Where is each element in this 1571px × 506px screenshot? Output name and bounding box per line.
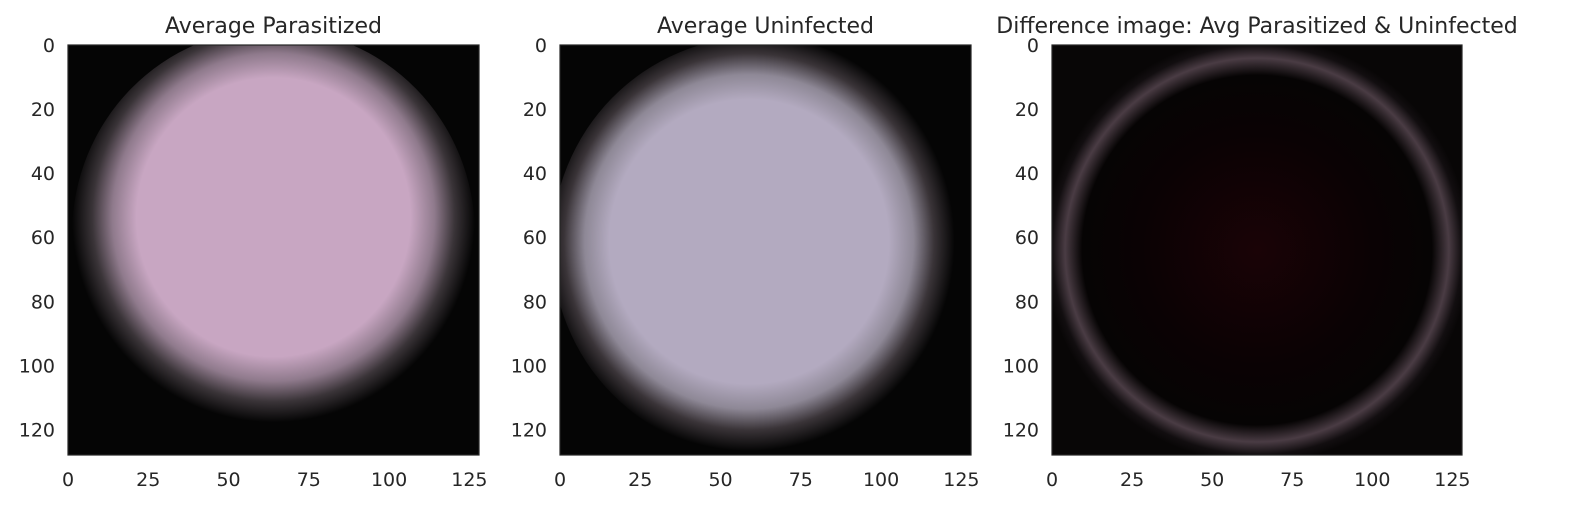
x-tick-label: 75 (297, 469, 321, 491)
panel-1: Average Parasitized 0 25 50 75 100 125 0 20 40 60 8… (19, 14, 488, 491)
y-tick-label: 0 (43, 35, 55, 57)
panel-2: Average Uninfected 0 25 50 75 100 125 0 20 40 60 80… (511, 14, 980, 491)
x-tick-label: 50 (1200, 469, 1224, 491)
x-tick-label: 0 (554, 469, 566, 491)
x-tick-label: 25 (1120, 469, 1144, 491)
y-tick-label: 100 (511, 355, 547, 377)
panel-title: Average Parasitized (165, 14, 382, 39)
y-tick-label: 0 (1027, 35, 1039, 57)
y-tick-label: 120 (511, 419, 547, 441)
x-tick-label: 125 (1434, 469, 1470, 491)
y-tick-label: 120 (1003, 419, 1039, 441)
x-tick-label: 125 (943, 469, 979, 491)
x-tick-label: 100 (1354, 469, 1390, 491)
y-tick-label: 120 (19, 419, 55, 441)
y-tick-label: 40 (31, 163, 55, 185)
x-tick-label: 125 (451, 469, 487, 491)
x-tick-label: 75 (789, 469, 813, 491)
averaged-cell-image (1052, 45, 1462, 455)
y-tick-label: 60 (523, 227, 547, 249)
x-tick-label: 100 (863, 469, 899, 491)
axes-frame (1051, 44, 1463, 456)
axes-frame (67, 44, 480, 456)
y-tick-label: 20 (31, 99, 55, 121)
averaged-cell-image (72, 45, 475, 439)
y-tick-label: 100 (19, 355, 55, 377)
x-tick-label: 100 (371, 469, 407, 491)
y-tick-label: 100 (1003, 355, 1039, 377)
y-tick-label: 40 (1015, 163, 1039, 185)
x-tick-label: 75 (1280, 469, 1304, 491)
x-tick-label: 25 (628, 469, 652, 491)
y-tick-label: 20 (1015, 99, 1039, 121)
y-tick-label: 0 (535, 35, 547, 57)
axes-frame (559, 44, 972, 456)
y-tick-label: 80 (31, 291, 55, 313)
y-tick-label: 80 (1015, 291, 1039, 313)
x-tick-label: 0 (1046, 469, 1058, 491)
y-tick-label: 80 (523, 291, 547, 313)
y-tick-label: 60 (31, 227, 55, 249)
panel-3: Difference image: Avg Parasitized & Unin… (996, 14, 1517, 491)
panel-title: Average Uninfected (657, 14, 874, 39)
averaged-cell-image (560, 45, 963, 455)
y-tick-label: 20 (523, 99, 547, 121)
y-tick-label: 60 (1015, 227, 1039, 249)
y-tick-label: 40 (523, 163, 547, 185)
panel-title: Difference image: Avg Parasitized & Unin… (996, 14, 1517, 39)
x-tick-label: 50 (708, 469, 732, 491)
x-tick-label: 25 (136, 469, 160, 491)
x-tick-label: 50 (216, 469, 240, 491)
x-tick-label: 0 (62, 469, 74, 491)
